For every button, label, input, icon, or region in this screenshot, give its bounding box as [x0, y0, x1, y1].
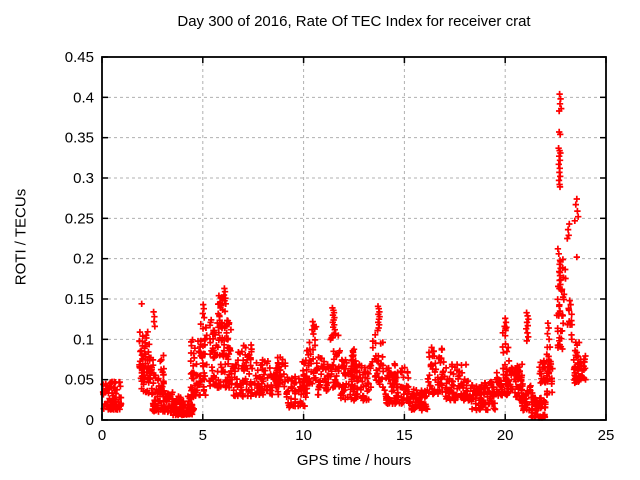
- x-tick-label: 20: [497, 427, 514, 444]
- y-tick-label: 0.15: [65, 291, 94, 308]
- x-tick-label: 15: [396, 427, 413, 444]
- y-tick-label: 0.25: [65, 210, 94, 227]
- y-tick-label: 0.1: [73, 331, 94, 348]
- x-axis-label: GPS time / hours: [296, 452, 412, 469]
- x-tick-label: 25: [598, 427, 615, 444]
- x-tick-label: 10: [295, 427, 312, 444]
- y-tick-label: 0.45: [65, 49, 94, 66]
- data-points: [99, 90, 589, 421]
- x-tick-label: 0: [98, 427, 106, 444]
- y-tick-label: 0.2: [73, 251, 94, 268]
- y-tick-label: 0.35: [65, 130, 94, 147]
- chart-title: Day 300 of 2016, Rate Of TEC Index for r…: [177, 13, 531, 30]
- y-tick-label: 0.05: [65, 372, 94, 389]
- x-tick-label: 5: [199, 427, 207, 444]
- plot-border: [101, 56, 607, 421]
- y-tick-label: 0: [86, 412, 94, 429]
- y-tick-label: 0.4: [73, 89, 94, 106]
- y-tick-label: 0.3: [73, 170, 94, 187]
